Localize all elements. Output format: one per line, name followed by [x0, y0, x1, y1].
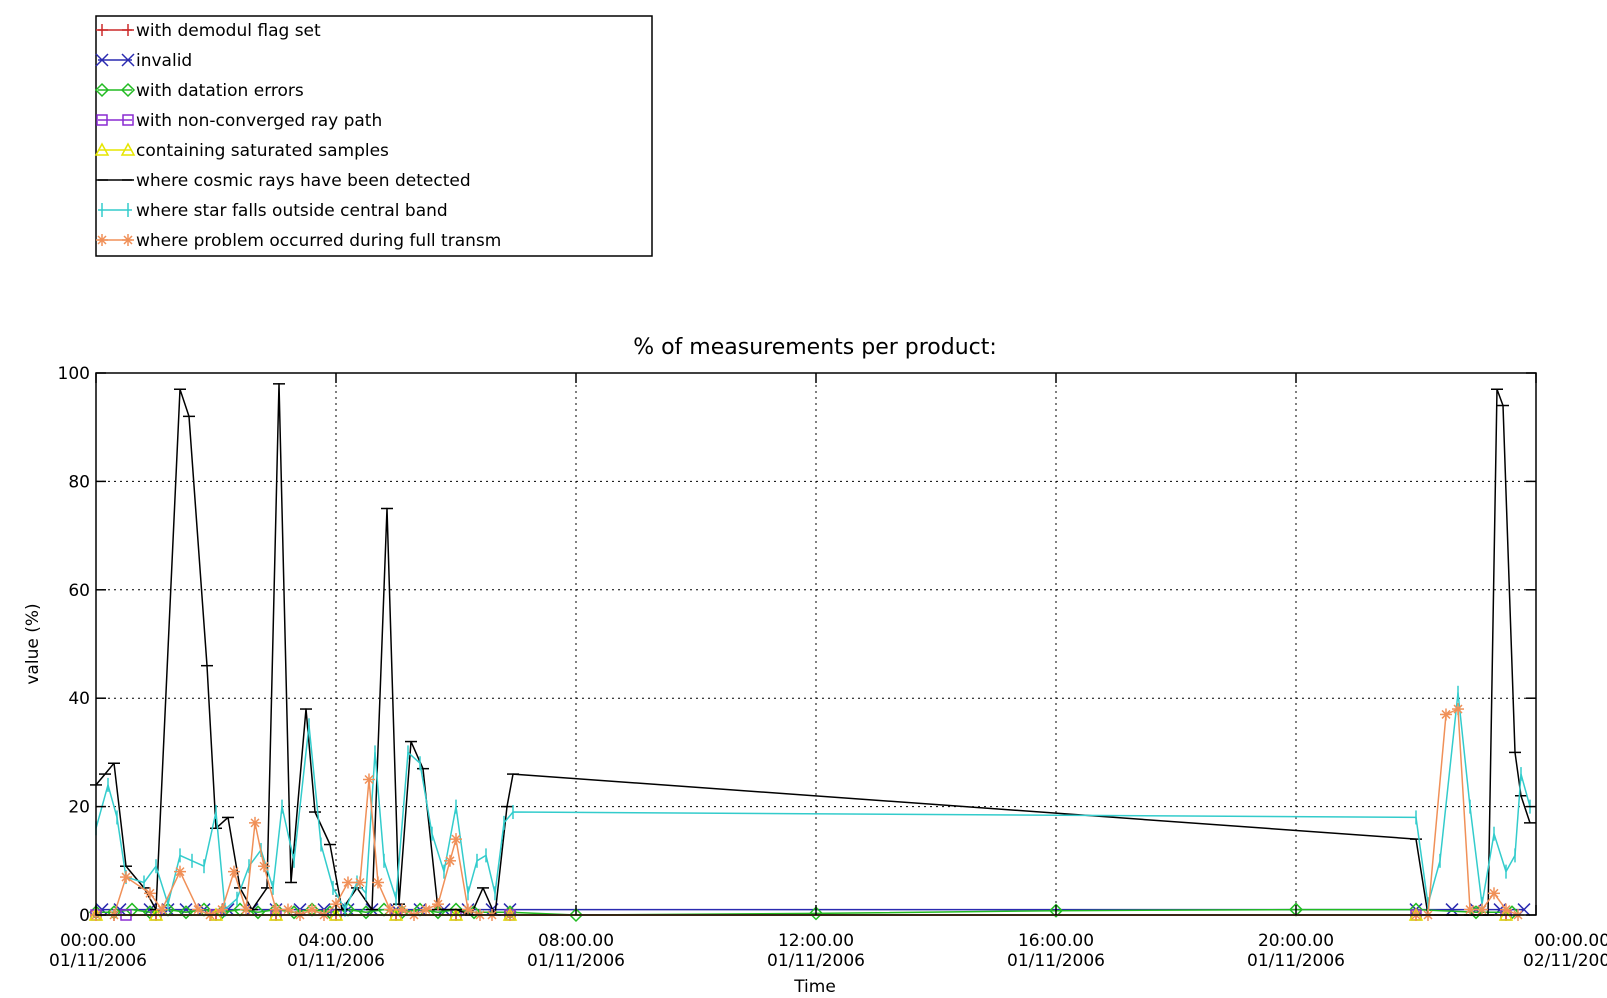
series-7 [90, 703, 1524, 921]
y-tick-label: 80 [68, 472, 90, 492]
y-tick-label: 40 [68, 689, 90, 709]
legend-marker-2 [120, 82, 136, 98]
legend-entry-2: with datation errors [136, 81, 304, 101]
legend-marker-7 [122, 234, 134, 246]
x-tick-time-label: 00:00.00 [60, 931, 136, 951]
series-7-point-2 [120, 871, 132, 884]
series-7-point-14 [282, 903, 294, 916]
series-7-point-36 [1440, 708, 1452, 721]
series-7-point-37 [1452, 703, 1464, 716]
x-tick-date-label: 01/11/2006 [1247, 951, 1345, 971]
y-tick-label: 0 [79, 906, 90, 926]
legend-entry-6: where star falls outside central band [136, 201, 448, 221]
series-line-5 [95, 383, 1531, 916]
series-7-point-3 [144, 887, 156, 900]
series-7-point-21 [363, 773, 375, 786]
legend-marker-2 [94, 82, 110, 98]
series-7-point-41 [1500, 903, 1512, 916]
series-7-point-27 [432, 898, 444, 911]
legend-marker-3 [122, 114, 134, 126]
series-7-point-30 [462, 903, 474, 916]
x-tick-time-label: 04:00.00 [298, 931, 374, 951]
series-7-point-22 [372, 876, 384, 889]
x-tick-time-label: 20:00.00 [1258, 931, 1334, 951]
legend-marker-4 [120, 142, 136, 156]
series-line-6 [95, 692, 1531, 911]
series-7-point-12 [258, 860, 270, 873]
legend-marker-4 [94, 142, 110, 156]
series-7-point-19 [342, 876, 354, 889]
x-tick-time-label: 16:00.00 [1018, 931, 1094, 951]
x-tick-date-label: 01/11/2006 [287, 951, 385, 971]
legend-marker-7 [96, 234, 108, 246]
x-tick-date-label: 01/11/2006 [1007, 951, 1105, 971]
series-7-point-5 [174, 865, 186, 878]
legend-entry-1: invalid [136, 51, 192, 71]
legend-marker-3 [96, 114, 108, 126]
series-7-point-8 [216, 903, 228, 916]
y-axis-label: value (%) [23, 603, 43, 684]
series-layer [88, 383, 1536, 923]
series-7-point-39 [1476, 903, 1488, 916]
series-7-point-6 [192, 903, 204, 916]
y-axis-ticks: 0 20 40 60 80 100 [58, 364, 1536, 926]
series-1-point-20 [1445, 903, 1459, 917]
legend-entry-7: where problem occurred during full trans… [136, 231, 501, 251]
series-7-point-10 [240, 903, 252, 916]
series-7-point-26 [420, 903, 432, 916]
x-tick-time-label: 12:00.00 [778, 931, 854, 951]
x-tick-time-label: 00:00.00 [1534, 931, 1607, 951]
series-7-point-23 [384, 903, 396, 916]
series-7-point-18 [330, 898, 342, 911]
x-axis-ticks: 00:00.0001/11/200604:00.0001/11/200608:0… [49, 373, 1607, 971]
y-tick-label: 60 [68, 581, 90, 601]
y-tick-label: 100 [58, 364, 90, 384]
x-tick-date-label: 02/11/2006 [1523, 951, 1607, 971]
y-tick-label: 20 [68, 798, 90, 818]
series-7-point-38 [1464, 903, 1476, 916]
chart-title: % of measurements per product: [633, 335, 997, 360]
series-7-point-4 [156, 903, 168, 916]
series-7-point-9 [228, 865, 240, 878]
x-tick-date-label: 01/11/2006 [49, 951, 147, 971]
legend-entry-4: containing saturated samples [136, 141, 389, 161]
series-2-point-24 [808, 906, 824, 921]
series-2-point-5 [178, 905, 194, 920]
legend-entry-0: with demodul flag set [136, 21, 321, 41]
x-tick-time-label: 08:00.00 [538, 931, 614, 951]
legend-marker-1 [121, 53, 135, 67]
series-7-point-24 [396, 903, 408, 916]
series-7-point-28 [444, 854, 456, 867]
x-tick-date-label: 01/11/2006 [767, 951, 865, 971]
legend-marker-0 [122, 24, 134, 36]
series-7-point-16 [306, 903, 318, 916]
legend-marker-0 [96, 24, 108, 36]
series-7-point-29 [450, 833, 462, 846]
legend: with demodul flag set invalid with datatio… [94, 15, 653, 257]
series-line-2 [96, 908, 1512, 916]
series-7-point-11 [249, 816, 261, 829]
series-5 [90, 383, 1536, 916]
legend-marker-1 [95, 53, 109, 67]
legend-entry-3: with non-converged ray path [136, 111, 382, 131]
grid [96, 373, 1536, 915]
series-6 [95, 685, 1531, 917]
series-2-point-23 [568, 907, 584, 923]
legend-entry-5: where cosmic rays have been detected [136, 171, 471, 191]
x-axis-label: Time [793, 977, 836, 997]
legend-frame [95, 15, 653, 257]
x-tick-date-label: 01/11/2006 [527, 951, 625, 971]
series-7-point-13 [270, 903, 282, 916]
series-2-point-25 [1048, 903, 1064, 918]
series-7-point-40 [1488, 887, 1500, 900]
series-7-point-20 [354, 876, 366, 889]
